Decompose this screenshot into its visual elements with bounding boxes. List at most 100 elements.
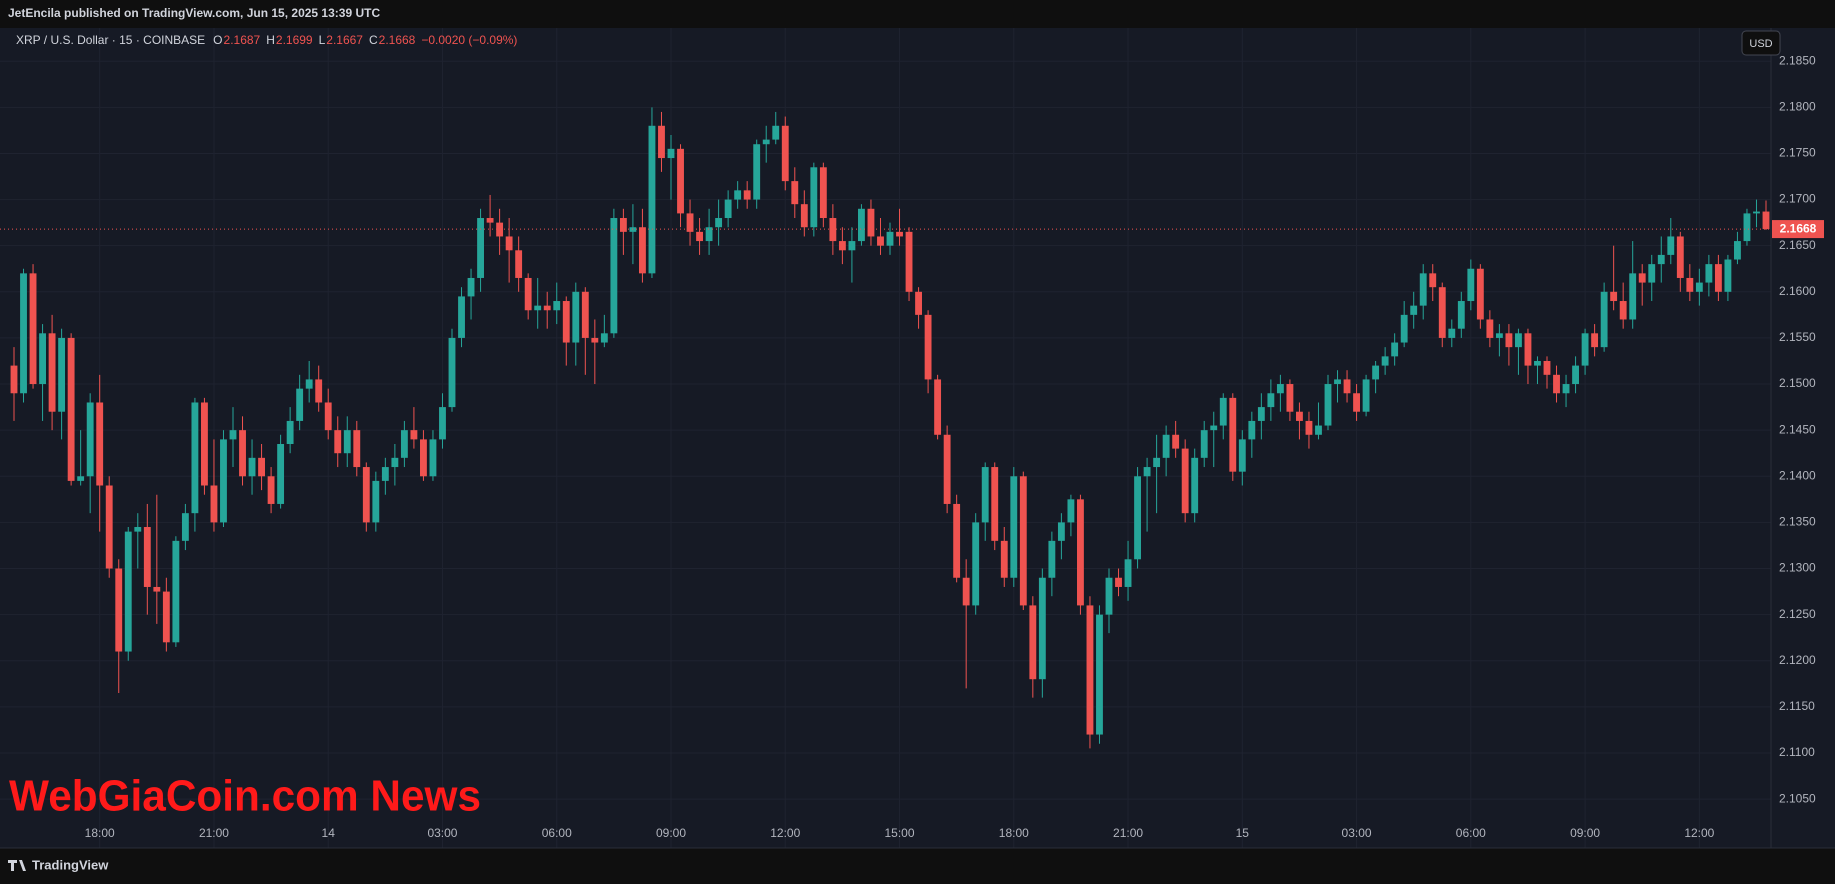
candle-body xyxy=(1438,287,1446,338)
candle-body xyxy=(896,231,903,237)
candle-body xyxy=(1553,374,1560,394)
currency-button[interactable] xyxy=(1741,30,1781,56)
y-tick-label: 2.1750 xyxy=(1779,146,1816,160)
candle-body xyxy=(991,467,999,541)
ohlc-legend: O 2.1687 H 2.1699 L 2.1667 C 2.1668 −0.0020 (−0.… xyxy=(213,33,517,47)
candle-body xyxy=(201,402,208,486)
last-price-badge xyxy=(1772,220,1824,239)
candle-body xyxy=(1629,273,1637,320)
candle-body xyxy=(1448,328,1456,338)
candle-body xyxy=(10,365,18,394)
candle-body xyxy=(96,402,104,486)
x-tick-label: 06:00 xyxy=(1456,826,1486,840)
y-tick-label: 2.1550 xyxy=(1779,330,1816,344)
candle-body xyxy=(972,522,980,606)
candle-body xyxy=(1543,360,1551,375)
last-price-label: 2.1668 xyxy=(1780,221,1817,235)
candle-body xyxy=(105,485,113,569)
grid xyxy=(0,28,1771,848)
candle-body xyxy=(819,167,827,219)
x-tick-label: 18:00 xyxy=(999,826,1029,840)
candle-body xyxy=(1524,333,1532,366)
candle-body xyxy=(677,148,684,214)
candle-body xyxy=(981,467,989,523)
candle-body xyxy=(1191,457,1199,514)
candle-body xyxy=(886,231,894,246)
ohlc-value: 2.1667 xyxy=(326,33,363,47)
y-tick-label: 2.1350 xyxy=(1779,515,1816,529)
candle-body xyxy=(220,439,227,523)
candle-body xyxy=(810,167,818,228)
candle-body xyxy=(1324,384,1332,426)
candle-body xyxy=(1181,448,1189,514)
candle-body xyxy=(943,434,951,504)
candle-body xyxy=(67,337,75,481)
candle-body xyxy=(1515,333,1522,348)
candle-body xyxy=(39,333,46,385)
candle-body xyxy=(734,190,742,200)
y-tick-label: 2.1300 xyxy=(1779,561,1816,575)
candle-body xyxy=(1143,467,1151,477)
candle-body xyxy=(648,125,656,274)
candle-body xyxy=(1134,476,1141,560)
candles xyxy=(10,107,1770,749)
candle-body xyxy=(858,208,865,242)
candle-body xyxy=(1676,236,1684,278)
candle-body xyxy=(1581,333,1589,366)
candle-body xyxy=(591,337,599,343)
candle-body xyxy=(838,241,846,251)
candle-body xyxy=(1124,559,1132,587)
candle-body xyxy=(1638,273,1646,283)
currency[interactable]: USD xyxy=(1749,38,1772,50)
candle-body xyxy=(1000,540,1008,578)
candle-body xyxy=(143,527,151,587)
candle-body xyxy=(1457,301,1465,329)
candle-body xyxy=(1667,236,1675,255)
candle-body xyxy=(686,213,694,232)
candle-body xyxy=(1096,614,1103,735)
publisher: JetEncila published on TradingView.com, … xyxy=(8,6,380,20)
price-axis xyxy=(1771,28,1835,848)
y-tick-label: 2.1450 xyxy=(1779,422,1816,436)
candle-body xyxy=(848,241,856,251)
candle-body xyxy=(781,125,789,182)
x-tick-label: 03:00 xyxy=(1342,826,1372,840)
candle-body xyxy=(286,420,294,444)
candle-body xyxy=(115,568,123,652)
x-tick-label: 09:00 xyxy=(1570,826,1600,840)
candle-body xyxy=(172,540,180,643)
candle-body xyxy=(134,527,142,532)
candle-body xyxy=(86,402,94,477)
candle-body xyxy=(1048,540,1056,578)
y-tick-label: 2.1100 xyxy=(1779,745,1815,759)
candle-body xyxy=(1400,314,1408,343)
candle-body xyxy=(229,430,237,440)
candle-body xyxy=(1038,577,1046,680)
ohlc-letter: L xyxy=(319,33,326,47)
candle-body xyxy=(124,531,132,652)
candle-body xyxy=(1305,420,1313,435)
candle-body xyxy=(1105,577,1113,615)
candle-body xyxy=(248,457,256,477)
candle-body xyxy=(258,457,265,477)
candle-body xyxy=(381,467,389,481)
candle-body xyxy=(791,181,799,205)
candle-body xyxy=(458,296,465,338)
candle-body xyxy=(315,379,323,403)
candle-body xyxy=(496,222,504,237)
candle-body xyxy=(705,227,713,242)
y-tick-label: 2.1400 xyxy=(1779,468,1816,482)
ohlc-letter: O xyxy=(213,33,222,47)
candle-body xyxy=(1467,268,1475,302)
candle-body xyxy=(277,443,285,504)
candle-body xyxy=(1619,301,1627,320)
candle-body xyxy=(1162,434,1170,458)
candle-body xyxy=(1238,439,1246,472)
x-tick-label: 06:00 xyxy=(542,826,572,840)
candle-body xyxy=(1286,384,1294,412)
candle-body xyxy=(1734,241,1741,260)
candle-body xyxy=(515,250,523,278)
candle-body xyxy=(562,301,570,343)
candle-body xyxy=(334,430,342,454)
